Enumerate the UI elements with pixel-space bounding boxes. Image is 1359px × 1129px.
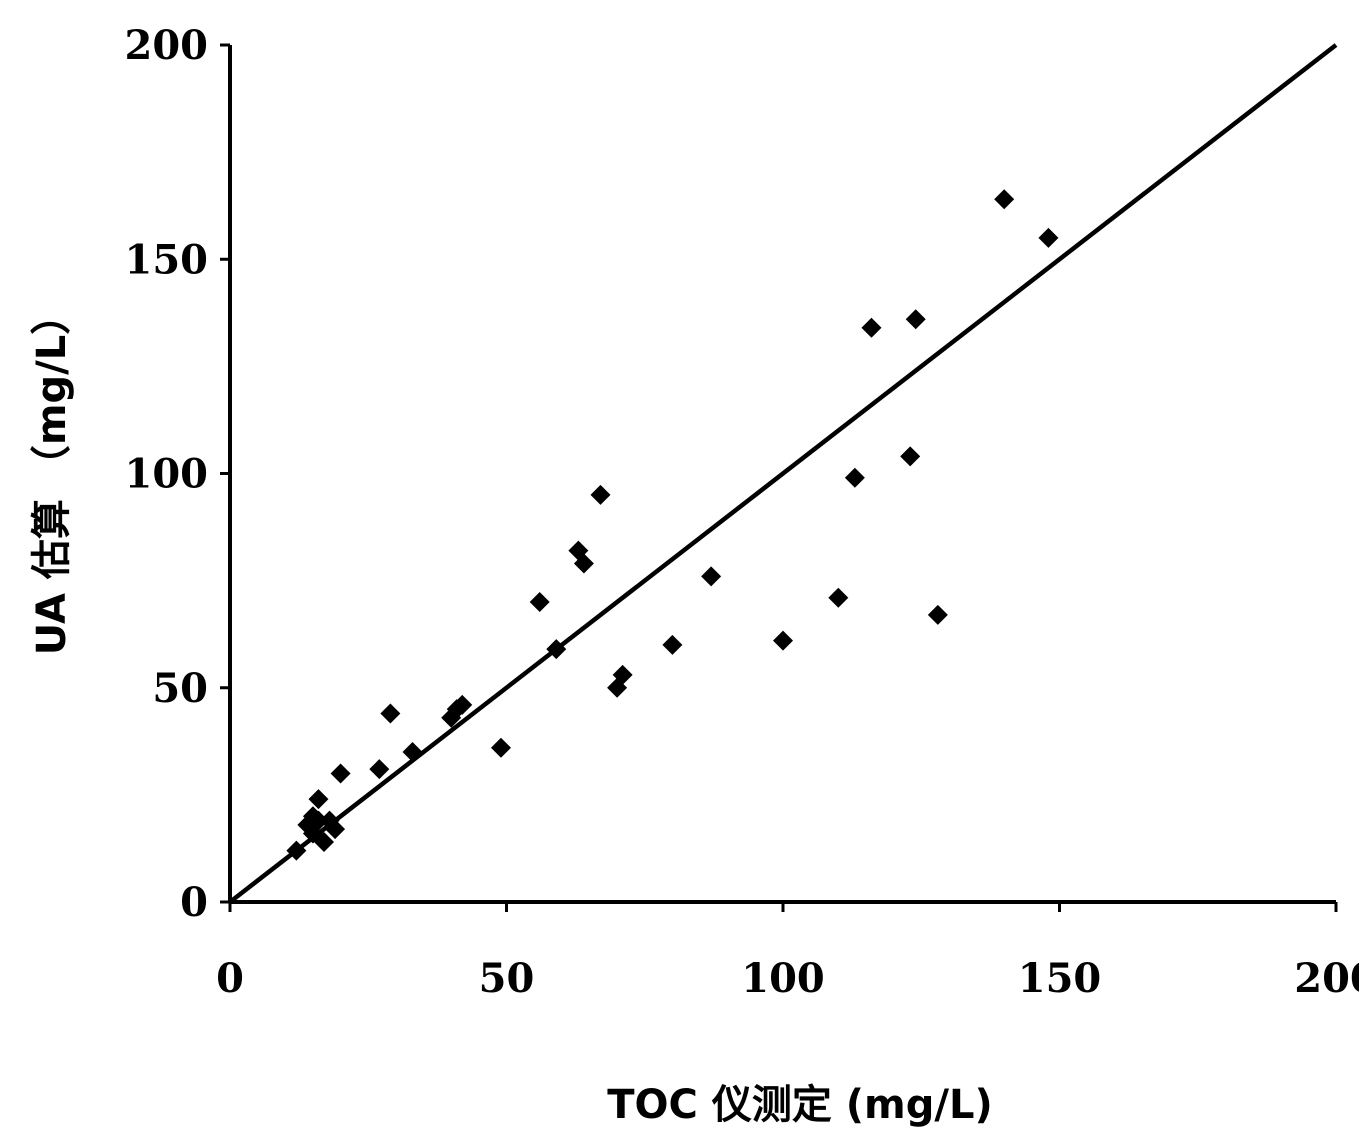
data-point [662,634,683,655]
data-point [308,789,329,810]
y-tick-label: 200 [125,22,209,69]
data-point [314,832,335,853]
data-point [330,763,351,784]
y-tick-label: 150 [125,236,209,283]
x-tick-label: 0 [216,955,244,1002]
y-tick-label: 100 [125,451,209,498]
x-tick-label: 200 [1294,955,1359,1002]
data-point [900,446,921,467]
data-point [546,639,567,660]
tick-labels: 0 50 100 150 200 0 50 100 150 200 [125,22,1359,1002]
x-tick-label: 50 [479,955,535,1002]
data-point [380,703,401,724]
tick-marks [220,43,1338,912]
data-point [402,742,423,763]
data-point [701,566,722,587]
data-point [573,553,594,574]
data-point [612,664,633,685]
y-tick-label: 50 [152,665,208,712]
data-point [861,317,882,338]
data-point [529,592,550,613]
reference-line [228,43,1338,904]
x-tick-label: 150 [1018,955,1102,1002]
data-point [369,759,390,780]
data-point [325,819,346,840]
y-tick-label: 0 [180,879,208,926]
reference-line-group [228,43,1338,904]
y-axis-title: UA 估算 （mg/L） [29,295,75,655]
data-point [308,810,329,831]
data-point [905,309,926,330]
data-point [773,630,793,651]
data-point [927,604,948,625]
data-point [490,737,511,758]
data-point [844,467,865,488]
data-point [286,840,307,861]
data-point [1038,227,1059,248]
data-points [286,189,1059,861]
x-axis-title: TOC 仪测定 (mg/L) [607,1082,992,1128]
data-point [590,484,611,505]
x-tick-label: 100 [741,955,825,1002]
data-point [452,694,473,715]
data-point [994,189,1015,210]
data-point [828,587,849,608]
